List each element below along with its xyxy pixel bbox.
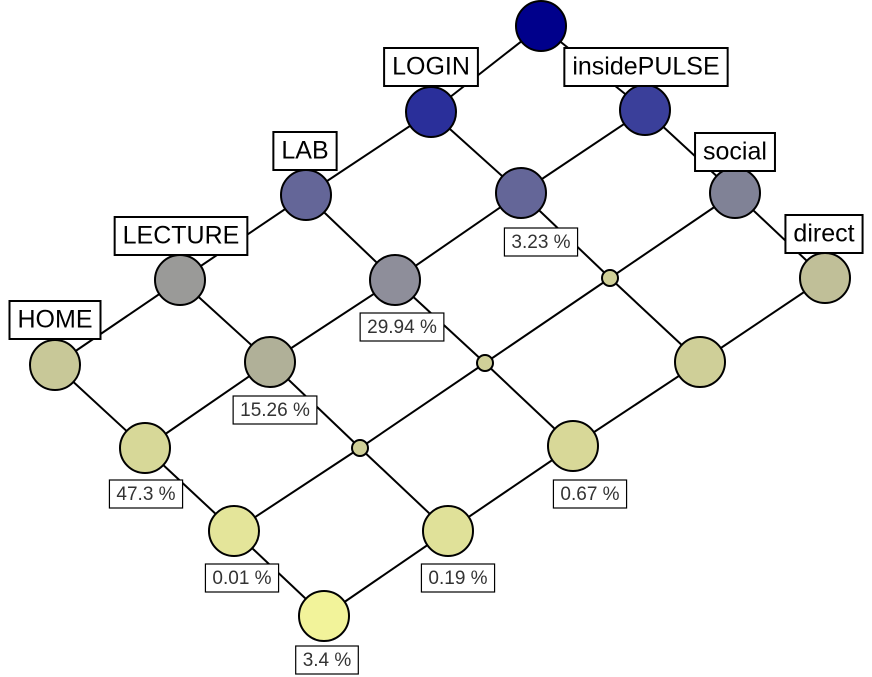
percentage-label: 0.19 %: [428, 568, 487, 589]
edge: [359, 362, 486, 449]
percentage-box: [204, 563, 280, 593]
percentage-box: [232, 395, 318, 425]
label-box: [113, 216, 249, 256]
percentage-label: 29.94 %: [367, 317, 437, 338]
concept-node: [119, 422, 171, 474]
concept-node: [601, 269, 619, 287]
label-box: [784, 214, 864, 254]
percentage-box: [503, 227, 579, 257]
percentage-label: 0.67 %: [560, 484, 619, 505]
label-box: [383, 47, 479, 87]
percentage-box: [295, 645, 359, 675]
concept-node: [280, 169, 332, 221]
label-box: [8, 300, 102, 340]
concept-node: [298, 590, 350, 642]
edge: [484, 277, 611, 364]
attribute-label: HOME: [18, 306, 93, 334]
attribute-label: LECTURE: [123, 222, 240, 250]
concept-node: [476, 354, 494, 372]
labels: LOGIN insidePULSE LAB social LECTURE direct HO…: [8, 47, 864, 675]
concept-node: [495, 167, 547, 219]
concept-node: [29, 339, 81, 391]
nodes: [29, 0, 851, 642]
label-box: [694, 132, 776, 172]
label-box: [563, 47, 729, 87]
concept-node: [208, 505, 260, 557]
attribute-label: LOGIN: [392, 53, 470, 81]
concept-node: [674, 336, 726, 388]
attribute-label: insidePULSE: [572, 53, 719, 81]
concept-node: [244, 336, 296, 388]
percentage-label: 47.3 %: [116, 484, 175, 505]
concept-node: [709, 167, 761, 219]
attribute-label: direct: [793, 220, 854, 248]
label-box: [272, 131, 338, 171]
percentage-label: 15.26 %: [240, 400, 310, 421]
concept-node: [422, 505, 474, 557]
concept-node: [369, 254, 421, 306]
concept-node: [515, 0, 567, 52]
concept-node: [405, 86, 457, 138]
concept-node: [547, 420, 599, 472]
percentage-box: [552, 479, 628, 509]
percentage-box: [420, 563, 496, 593]
percentage-box: [108, 479, 184, 509]
concept-node: [619, 84, 671, 136]
percentage-label: 0.01 %: [212, 568, 271, 589]
percentage-box: [359, 312, 445, 342]
attribute-label: social: [703, 138, 767, 166]
percentage-label: 3.4 %: [303, 650, 352, 671]
concept-node: [351, 439, 369, 457]
percentage-label: 3.23 %: [511, 232, 570, 253]
concept-node: [799, 252, 851, 304]
attribute-label: LAB: [281, 137, 328, 165]
concept-node: [154, 254, 206, 306]
